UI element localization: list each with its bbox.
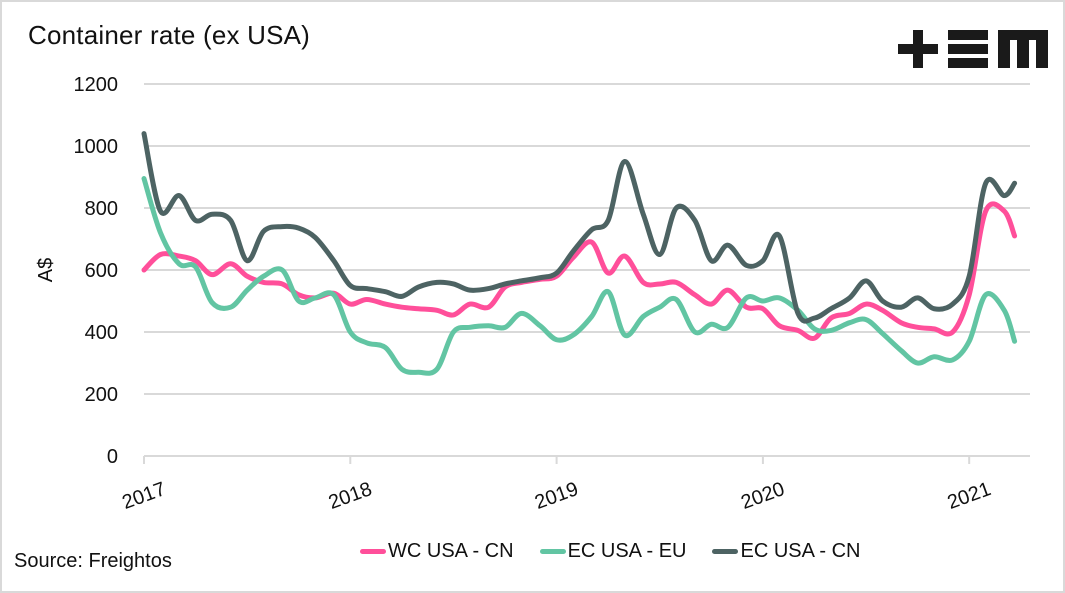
legend-swatch (360, 549, 386, 554)
source-note: Source: Freightos (14, 550, 172, 572)
chart-title: Container rate (ex USA) (28, 20, 311, 50)
legend-item-ec-usa-eu[interactable]: EC USA - EU (539, 540, 687, 563)
y-axis-ticks: 0 200 400 600 800 1000 1200 (74, 74, 119, 468)
y-tick-label: 1200 (74, 74, 119, 96)
x-axis-ticks: 2017 2018 2019 2020 2021 (119, 456, 994, 514)
y-tick-label: 400 (85, 322, 118, 344)
x-tick-label: 2018 (326, 478, 375, 514)
y-tick-label: 1000 (74, 136, 119, 158)
legend-item-ec-usa-cn[interactable]: EC USA - CN (712, 540, 861, 563)
x-tick-label: 2020 (738, 478, 787, 514)
legend-swatch (712, 549, 739, 554)
series-line-ec-usa-eu (141, 176, 1018, 376)
y-tick-label: 600 (85, 260, 118, 282)
y-tick-label: 800 (85, 198, 118, 220)
x-tick-label: 2017 (119, 478, 168, 514)
tem-logo (898, 30, 1048, 68)
legend-label: WC USA - CN (388, 540, 514, 562)
legend-label: EC USA - EU (567, 540, 687, 562)
legend-label: EC USA - CN (740, 540, 861, 562)
x-tick-label: 2021 (945, 478, 994, 514)
legend: WC USA - CN EC USA - EU EC USA - CN (360, 540, 861, 563)
m-icon (998, 30, 1048, 68)
legend-swatch (539, 549, 566, 554)
series-lines (141, 131, 1018, 376)
x-tick-label: 2019 (532, 478, 581, 514)
legend-item-wc-usa-cn[interactable]: WC USA - CN (360, 540, 514, 563)
series-line-ec-usa-cn (141, 131, 1018, 324)
y-tick-label: 0 (107, 446, 118, 468)
triple-bar-icon (948, 30, 988, 68)
y-axis-label: A$ (35, 258, 57, 282)
y-tick-label: 200 (85, 384, 118, 406)
plus-icon (898, 30, 938, 68)
